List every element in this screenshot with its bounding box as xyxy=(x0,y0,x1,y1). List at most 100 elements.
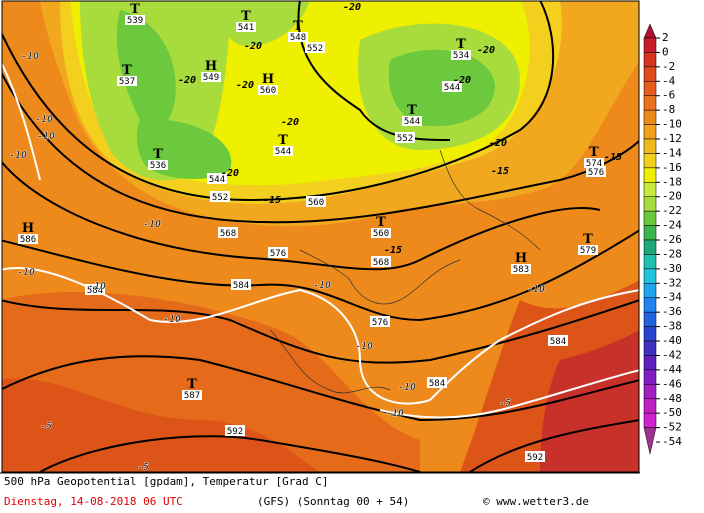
isotherm-label: -15 xyxy=(491,166,509,177)
isotherm-label: -10 xyxy=(9,150,27,161)
pressure-value: 574 xyxy=(586,159,602,169)
label-box xyxy=(370,316,390,327)
isotherm-label: -20 xyxy=(281,117,299,128)
pressure-symbol: T xyxy=(456,37,466,52)
legend-swatch xyxy=(643,398,657,414)
legend-label: -28 xyxy=(662,247,682,260)
legend-label: -48 xyxy=(662,392,682,405)
label-box xyxy=(395,132,415,143)
pressure-value: 534 xyxy=(453,51,469,61)
pressure-symbol: H xyxy=(515,251,527,266)
label-box xyxy=(273,146,293,156)
footer-source: © www.wetter3.de xyxy=(483,495,589,508)
geopotential-label: 592 xyxy=(227,427,243,437)
geopotential-label: 544 xyxy=(444,83,460,93)
isotherm-label: -10 xyxy=(386,408,404,419)
legend-label: -24 xyxy=(662,219,682,232)
pressure-value: 539 xyxy=(127,16,143,26)
pressure-value: 587 xyxy=(184,391,200,401)
isotherm-label: -15 xyxy=(263,195,281,206)
isotherm-label: -10 xyxy=(355,341,373,352)
legend-swatch xyxy=(643,311,657,327)
label-box xyxy=(548,335,568,346)
pressure-symbol: T xyxy=(241,9,251,24)
legend-label: -46 xyxy=(662,377,682,390)
isotherm-label: -10 xyxy=(313,280,331,291)
label-box xyxy=(236,22,256,32)
legend-label: -2 xyxy=(662,60,675,73)
pressure-symbol: T xyxy=(122,63,132,78)
legend-swatch xyxy=(643,66,657,82)
legend-swatch xyxy=(643,95,657,111)
legend-label: -8 xyxy=(662,103,675,116)
legend-swatch xyxy=(643,326,657,342)
pressure-symbol: T xyxy=(293,19,303,34)
geopotential-label: 552 xyxy=(397,134,413,144)
legend-swatch xyxy=(643,384,657,400)
legend-label: -50 xyxy=(662,406,682,419)
geopotential-label: 584 xyxy=(233,281,249,291)
legend-swatch xyxy=(643,225,657,241)
label-box xyxy=(117,76,137,86)
pressure-symbol: H xyxy=(22,221,34,236)
isotherm-label: -5 xyxy=(40,421,52,432)
geopotential-label: 568 xyxy=(373,258,389,268)
map-frame xyxy=(1,0,640,473)
coastlines xyxy=(269,149,541,394)
isotherm-label: -10 xyxy=(143,219,161,230)
legend-swatch xyxy=(643,109,657,125)
legend-label: -42 xyxy=(662,348,682,361)
isotherm-label: -15 xyxy=(384,245,402,256)
legend-label: -4 xyxy=(662,74,676,87)
legend-swatch xyxy=(643,297,657,313)
isotherm-label: -20 xyxy=(236,80,254,91)
footer-date: Dienstag, 14-08-2018 06 UTC xyxy=(4,495,183,508)
isotherm-label: -10 xyxy=(35,114,53,125)
legend-label: -6 xyxy=(662,89,675,102)
isotherm-label: -20 xyxy=(221,168,239,179)
legend-label: -14 xyxy=(662,146,682,159)
pressure-symbol: T xyxy=(583,232,593,247)
isotherm-label: -20 xyxy=(477,45,495,56)
legend-label: -20 xyxy=(662,190,682,203)
label-box xyxy=(85,284,105,295)
legend-label: -30 xyxy=(662,262,682,275)
legend-swatch xyxy=(643,268,657,284)
isotherm-label: -10 xyxy=(88,281,106,292)
legend-label: -10 xyxy=(662,118,682,131)
isotherm-label: -5 xyxy=(137,462,149,473)
label-box xyxy=(427,377,447,388)
geopotential-label: 552 xyxy=(212,193,228,203)
geopotential-label: 576 xyxy=(270,249,286,259)
geopotential-label: 584 xyxy=(87,286,103,296)
legend-label: -40 xyxy=(662,334,682,347)
footer-model: (GFS) (Sonntag 00 + 54) xyxy=(257,495,409,508)
pressure-value: 537 xyxy=(119,77,135,87)
pressure-value: 560 xyxy=(373,229,389,239)
legend-swatch xyxy=(643,23,657,39)
label-box xyxy=(305,42,325,53)
label-box xyxy=(288,32,308,42)
legend-label: 2 xyxy=(662,31,669,44)
legend-swatch xyxy=(643,167,657,183)
isotherm-label: -15 xyxy=(604,152,622,163)
pressure-value: 586 xyxy=(20,235,36,245)
legend-label: -18 xyxy=(662,175,682,188)
geopotential-label: 584 xyxy=(550,337,566,347)
legend-label: -16 xyxy=(662,161,682,174)
pressure-value: 541 xyxy=(238,23,254,33)
legend-swatch xyxy=(643,355,657,371)
legend-label: -32 xyxy=(662,276,682,289)
legend-label: 0 xyxy=(662,45,669,58)
legend-label: -34 xyxy=(662,291,682,304)
label-box xyxy=(306,196,326,207)
legend-swatch xyxy=(643,239,657,255)
isotherm-label: -20 xyxy=(489,138,507,149)
legend-label: -54 xyxy=(662,435,682,448)
legend-swatch xyxy=(643,138,657,154)
legend-label: -36 xyxy=(662,305,682,318)
label-box xyxy=(18,234,38,244)
isotherm-label: -20 xyxy=(453,75,471,86)
pressure-symbol: H xyxy=(262,72,274,87)
legend-swatch xyxy=(643,124,657,140)
